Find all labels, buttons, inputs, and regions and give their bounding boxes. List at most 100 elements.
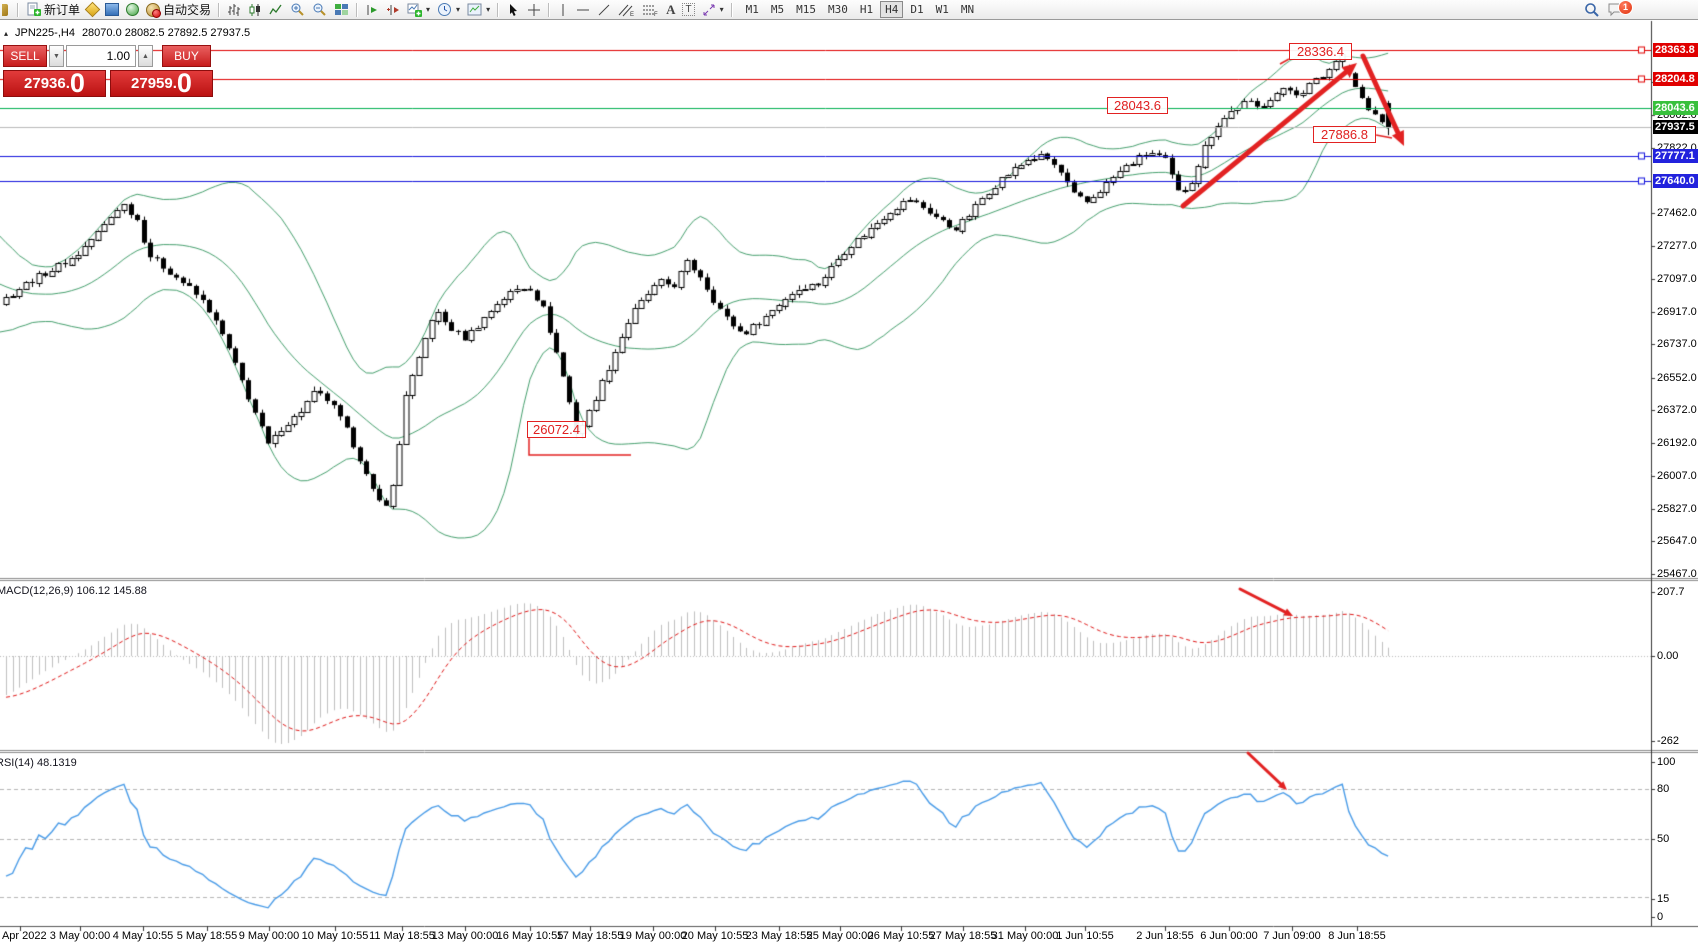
chart-shift-button[interactable] [383,1,403,19]
chart-bars-button[interactable] [224,1,244,19]
profiles-button[interactable] [84,1,101,19]
new-order-button[interactable]: 新订单 [23,1,83,19]
price-tick-label: 25647.0 [1657,535,1697,548]
auto-scroll-button[interactable] [362,1,382,19]
time-axis-label: 3 May 00:00 [49,930,111,942]
chat-button[interactable]: 1 [1604,0,1633,19]
buy-price-box[interactable]: 27959. 0 [110,70,213,97]
clipped-toolbar-icon[interactable] [2,2,13,18]
svg-text:F: F [654,12,658,17]
zoom-in-button[interactable] [287,1,308,19]
time-axis-label: 31 May 00:00 [991,930,1059,942]
timeframe-h4[interactable]: H4 [880,1,904,18]
price-level-badge: 27777.1 [1653,149,1698,164]
macd-label: MACD(12,26,9) 106.12 145.88 [0,585,147,597]
price-callout[interactable]: 28336.4 [1289,43,1352,60]
crosshair-button[interactable] [524,1,544,19]
crosshair-icon [528,3,541,16]
trendline-button[interactable] [594,1,614,19]
search-button[interactable] [1581,1,1603,19]
vertical-line-button[interactable] [554,1,572,19]
price-tick-label: 26737.0 [1657,338,1697,351]
equidistant-channel-button[interactable]: E [615,1,638,19]
new-chart-button[interactable]: ▾ [404,1,433,19]
fibonacci-button[interactable]: F [639,1,662,19]
toolbar-separator [548,2,551,17]
rsi-scale-label: 50 [1657,833,1670,845]
volume-increase-button[interactable]: ▲ [138,45,153,67]
svg-text:E: E [630,12,634,17]
price-callout[interactable]: 28043.6 [1107,97,1168,114]
time-axis-label: 8 Jun 18:55 [1328,930,1386,942]
trendline-icon [598,4,610,15]
time-axis-label: 6 Jun 00:00 [1200,930,1258,942]
templates-button[interactable]: ▾ [464,1,493,19]
chart-bars-icon [228,3,241,16]
timeframe-h1[interactable]: H1 [859,3,874,16]
one-click-trading-panel: SELL ▼ ▲ BUY 27936.0 27959.0 [3,45,213,97]
text-label-button[interactable]: T [679,1,697,19]
symbol-ohlc: 28070.0 28082.5 27892.5 27937.5 [81,27,251,39]
volume-input[interactable] [66,45,136,67]
toolbar-separator [730,2,733,17]
time-axis-label: 19 May 00:00 [619,930,687,942]
horizontal-line-button[interactable] [573,1,593,19]
autotrade-button[interactable]: 自动交易 [143,1,214,19]
chart-candles-button[interactable] [245,1,265,19]
horizontal-line-icon [577,9,590,10]
price-callout[interactable]: 27886.8 [1313,126,1376,143]
timeframe-m1[interactable]: M1 [745,3,759,16]
periods-button[interactable]: ▾ [434,1,463,19]
new-order-icon [27,2,41,16]
new-order-label: 新订单 [44,3,81,17]
arrows-button[interactable]: ▾ [699,1,727,19]
time-axis-label: 17 May 18:55 [556,930,624,942]
time-axis-label: 13 May 00:00 [431,930,499,942]
zoom-out-button[interactable] [309,1,330,19]
chart-line-button[interactable] [266,1,286,19]
rsi-scale-label: 0 [1657,911,1664,923]
signals-icon [126,3,140,16]
periods-icon [438,3,452,16]
timeframe-w1[interactable]: W1 [935,3,949,16]
symbol-name: JPN225-,H4 [15,27,75,39]
time-axis-label: 10 May 10:55 [301,930,369,942]
sell-button[interactable]: SELL [3,45,47,67]
timeframe-d1[interactable]: D1 [910,3,924,16]
market-watch-button[interactable] [102,1,122,19]
price-callout[interactable]: 26072.4 [527,421,586,438]
arrows-icon [703,4,715,15]
price-level-badge: 27640.0 [1653,173,1698,188]
price-level-badge: 28043.6 [1653,100,1698,115]
chart-line-icon [269,4,282,14]
text-button[interactable]: A [663,1,678,19]
timeframe-m5[interactable]: M5 [770,3,785,16]
time-axis-label: 23 May 18:55 [745,930,813,942]
autotrade-label: 自动交易 [163,3,212,17]
cursor-button[interactable] [503,1,523,19]
chevron-down-icon: ▾ [486,5,491,14]
price-tick-label: 27277.0 [1657,240,1697,253]
toolbar-separator [218,2,221,17]
notification-badge: 1 [1618,0,1633,15]
toolbar-separator [356,2,359,17]
time-axis-label: 16 May 10:55 [496,930,564,942]
timeframe-m15[interactable]: M15 [796,3,816,16]
sell-price-box[interactable]: 27936. 0 [3,70,106,97]
signals-button[interactable] [123,1,142,19]
time-axis-label: 9 Apr 2022 [0,930,47,942]
price-tick-label: 27097.0 [1657,273,1697,285]
volume-decrease-button[interactable]: ▼ [49,45,64,67]
current-price-badge: 27937.5 [1653,120,1698,134]
rsi-value: 48.1319 [36,757,77,769]
timeframe-mn[interactable]: MN [960,3,975,16]
tile-windows-icon [335,4,349,15]
tile-windows-button[interactable] [331,1,352,19]
buy-button[interactable]: BUY [162,45,211,67]
timeframe-m30[interactable]: M30 [827,3,848,16]
zoom-out-icon [313,3,326,16]
macd-value-signal: 145.88 [113,585,147,597]
rsi-scale-label: 100 [1657,756,1676,768]
macd-scale-label: 0.00 [1657,650,1679,662]
